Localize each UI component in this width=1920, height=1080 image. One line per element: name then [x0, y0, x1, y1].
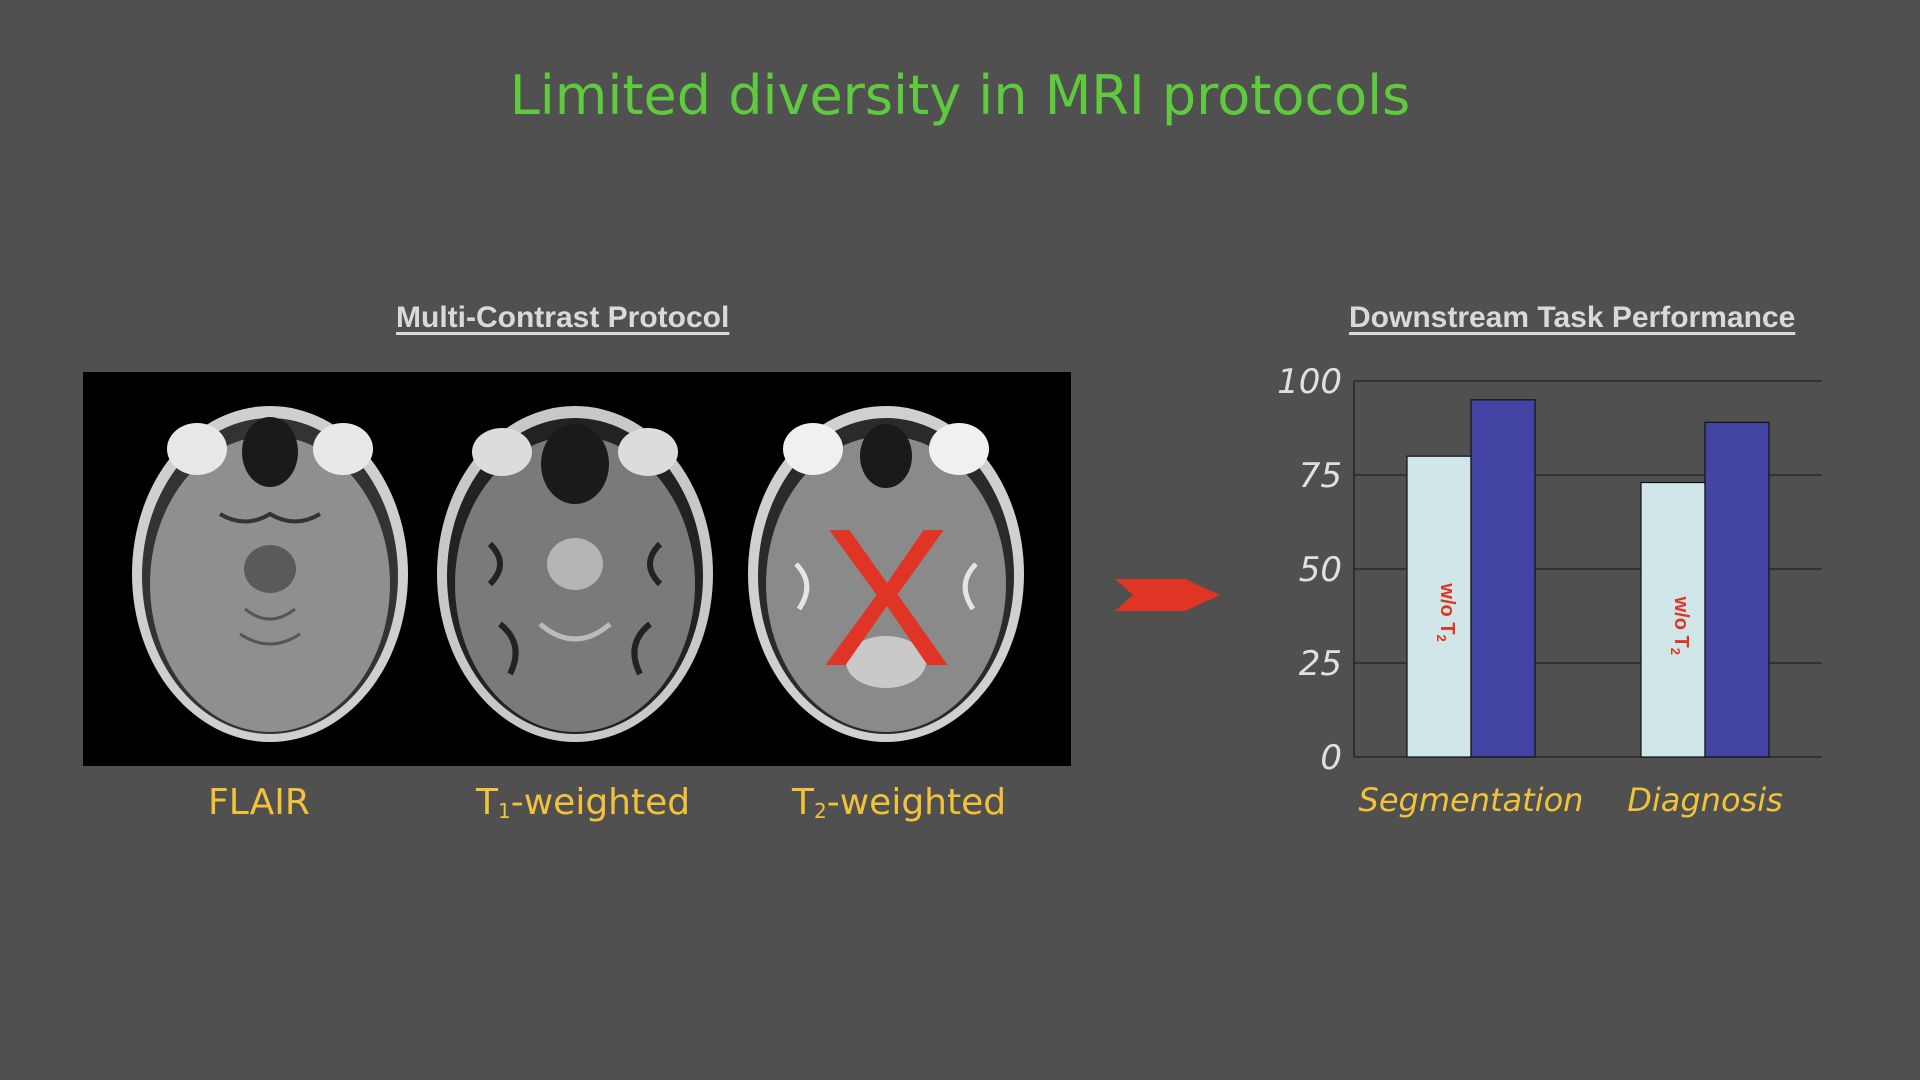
category-label: Segmentation	[1359, 781, 1584, 819]
bar-without-t2	[1640, 481, 1706, 758]
y-tick-label: 100	[1277, 362, 1342, 402]
arrow-right-icon	[1115, 579, 1220, 611]
downstream-heading: Downstream Task Performance	[1349, 301, 1796, 334]
t1-brain-image	[437, 406, 713, 742]
bar-with-t2	[1470, 399, 1536, 758]
bar-with-t2	[1704, 421, 1770, 758]
multi-contrast-heading: Multi-Contrast Protocol	[396, 301, 730, 334]
bar-without-t2	[1406, 455, 1472, 758]
flair-brain-image	[132, 406, 408, 742]
y-tick-label: 75	[1299, 456, 1342, 496]
bar-label-without-t2: w/o T2	[1434, 582, 1458, 641]
y-tick-label: 0	[1320, 738, 1342, 778]
t2-brain-image	[748, 406, 1024, 742]
mri-scan-panel: X	[83, 372, 1071, 766]
performance-chart: 0 25 50 75 100 w/o T2 Segmentation w/o T2 Diagno…	[1240, 360, 1840, 840]
t1-label: T1-weighted	[476, 782, 691, 823]
slide-title: Limited diversity in MRI protocols	[509, 64, 1411, 127]
flair-label: FLAIR	[208, 782, 310, 823]
y-tick-label: 50	[1299, 550, 1342, 590]
performance-chart-svg: 0 25 50 75 100 w/o T2 Segmentation w/o T2 Diagno…	[1277, 362, 1822, 819]
t2-label: T2-weighted	[792, 782, 1007, 823]
category-label: Diagnosis	[1627, 781, 1783, 819]
y-tick-label: 25	[1299, 644, 1342, 684]
bar-label-without-t2: w/o T2	[1668, 596, 1692, 655]
removed-cross-icon: X	[821, 488, 952, 707]
